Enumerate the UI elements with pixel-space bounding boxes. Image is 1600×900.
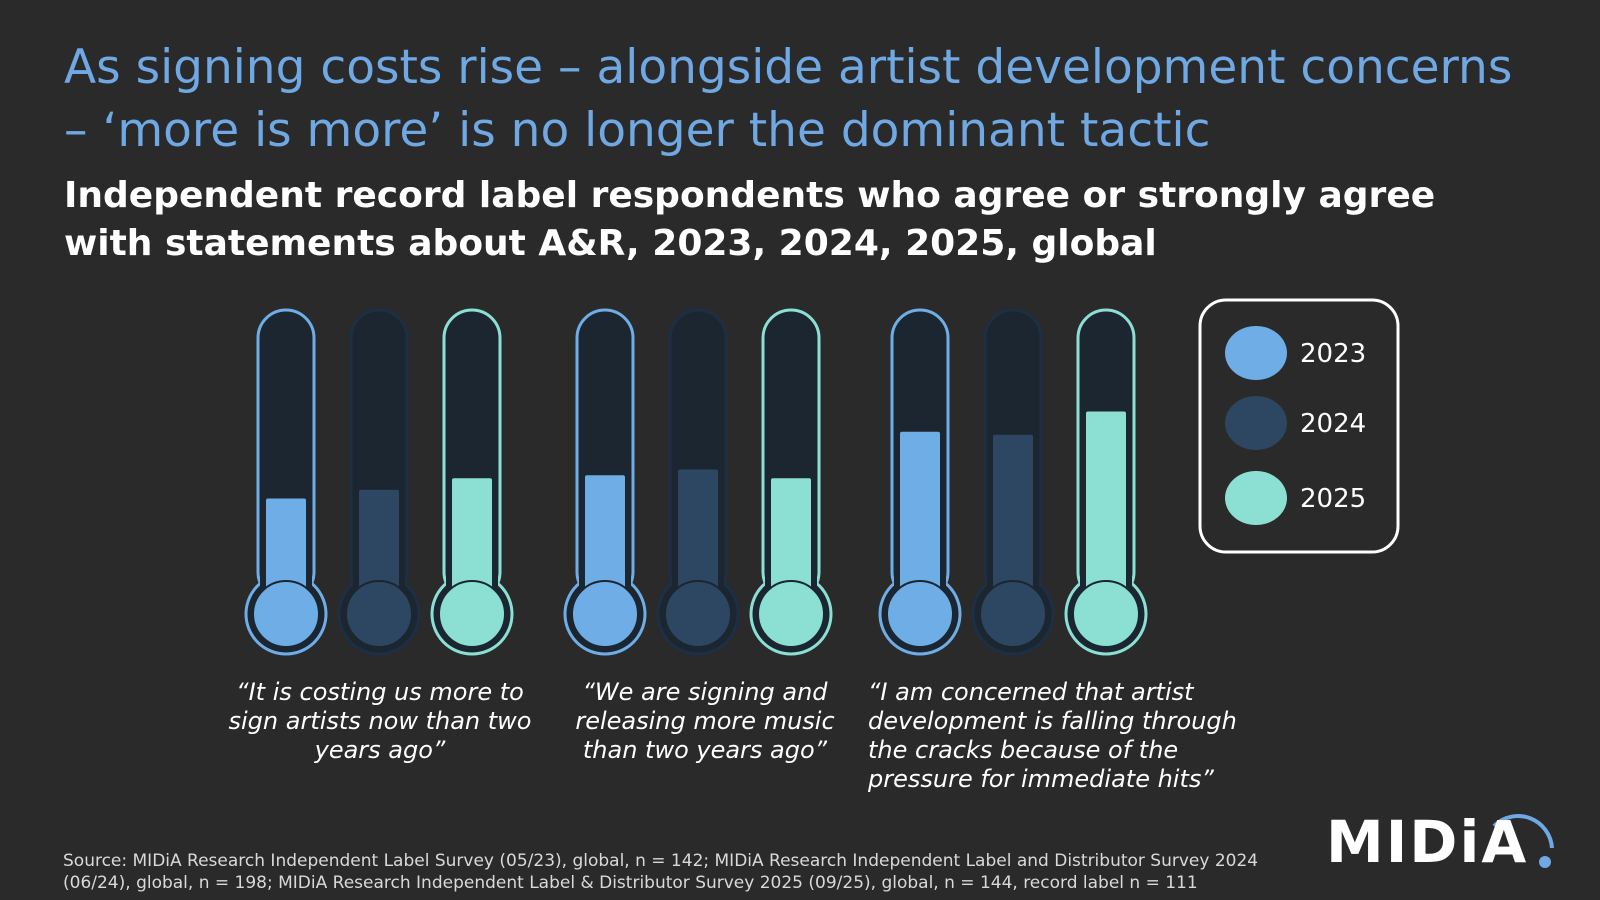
thermometer-2025-3 — [1064, 308, 1148, 656]
thermometer-2025-2 — [749, 308, 833, 656]
midia-logo: MIDiA — [1326, 796, 1556, 876]
thermometer-2025-1 — [430, 308, 514, 656]
category-label-3: “I am concerned that artist development … — [868, 678, 1237, 793]
bar-2023-2 — [585, 475, 625, 614]
page-title: As signing costs rise – alongside artist… — [64, 40, 1513, 158]
category-label-1: “It is costing us more to sign artists n… — [228, 678, 532, 764]
bar-2025-1 — [452, 478, 492, 614]
thermometer-bulb-fill — [252, 580, 320, 648]
legend-label-2024: 2024 — [1300, 409, 1366, 439]
thermometer-bulb-fill — [757, 580, 825, 648]
legend-swatch-2024 — [1225, 396, 1287, 450]
bar-2025-3 — [1086, 411, 1126, 614]
bar-2024-3 — [993, 434, 1033, 614]
thermometer-2024-2 — [656, 308, 740, 656]
legend-label-2025: 2025 — [1300, 484, 1366, 514]
thermometer-bulb-fill — [664, 580, 732, 648]
thermometer-bulb-fill — [1072, 580, 1140, 648]
legend-swatch-2025 — [1225, 471, 1287, 525]
thermometer-bulb-fill — [438, 580, 506, 648]
legend-swatch-2023 — [1225, 326, 1287, 380]
bar-2025-2 — [771, 478, 811, 614]
thermometer-bulb-fill — [571, 580, 639, 648]
thermometer-group — [244, 308, 1148, 656]
bar-2024-2 — [678, 469, 718, 614]
bar-2023-3 — [900, 431, 940, 614]
page-subtitle: Independent record label respondents who… — [64, 175, 1436, 264]
thermometer-2023-2 — [563, 308, 647, 656]
thermometer-bulb-fill — [979, 580, 1047, 648]
legend: 2023 2024 2025 — [1198, 298, 1400, 554]
category-label-2: “We are signing and releasing more music… — [575, 678, 835, 764]
thermometer-2023-1 — [244, 308, 328, 656]
logo-arc-icon — [1492, 814, 1554, 868]
source-note: Source: MIDiA Research Independent Label… — [63, 851, 1259, 893]
thermometer-2024-3 — [971, 308, 1055, 656]
thermometer-2024-1 — [337, 308, 421, 656]
legend-label-2023: 2023 — [1300, 339, 1366, 369]
legend-frame — [1198, 298, 1400, 554]
thermometer-bulb-fill — [886, 580, 954, 648]
thermometer-bulb-fill — [345, 580, 413, 648]
thermometer-2023-3 — [878, 308, 962, 656]
logo-text: MIDiA — [1326, 808, 1529, 876]
